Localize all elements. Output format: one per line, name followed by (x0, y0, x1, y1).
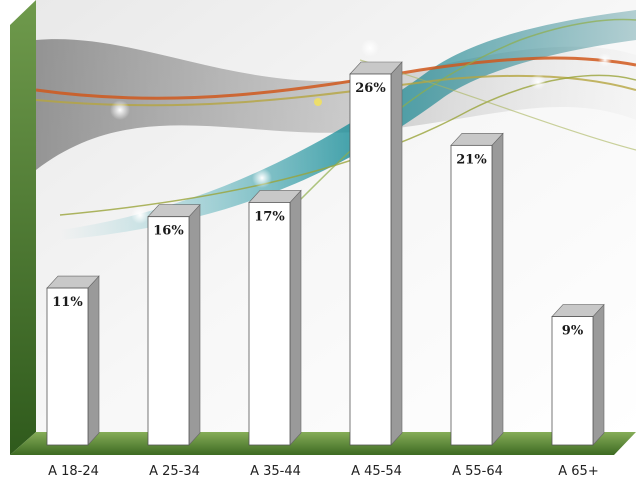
x-tick-label: A 18-24 (48, 464, 99, 479)
bar-2 (147, 203, 201, 446)
x-tick-label: A 35-44 (250, 464, 301, 479)
bar-value-label: 11% (52, 295, 83, 310)
bar-value-label: 21% (456, 152, 487, 167)
bar-side-face (188, 203, 201, 446)
bar-front-face (551, 316, 594, 446)
bar-front-face (147, 216, 190, 446)
bar-side-face (491, 132, 504, 446)
bar-side-face (87, 275, 100, 446)
chart-floor (10, 432, 636, 455)
bar-front-face (349, 73, 392, 446)
bar-6 (551, 303, 605, 446)
bar-value-label: 16% (153, 224, 184, 239)
x-tick-label: A 25-34 (149, 464, 200, 479)
x-tick-label: A 55-64 (452, 464, 503, 479)
bar-front-face (46, 287, 89, 446)
bar-value-label: 9% (562, 324, 584, 339)
bar-side-face (592, 303, 605, 446)
x-tick-label: A 65+ (558, 464, 598, 479)
bar-front-face (450, 144, 493, 446)
bar-side-face (390, 61, 403, 446)
bar-value-label: 26% (355, 81, 386, 96)
bar-5 (450, 132, 504, 446)
bar-value-label: 17% (254, 209, 285, 224)
bar-front-face (248, 202, 291, 446)
bar-1 (46, 275, 100, 446)
x-tick-label: A 45-54 (351, 464, 402, 479)
bar-side-face (289, 189, 302, 446)
chart-left-wall (10, 0, 36, 455)
bar-4 (349, 61, 403, 446)
bar-3 (248, 189, 302, 446)
